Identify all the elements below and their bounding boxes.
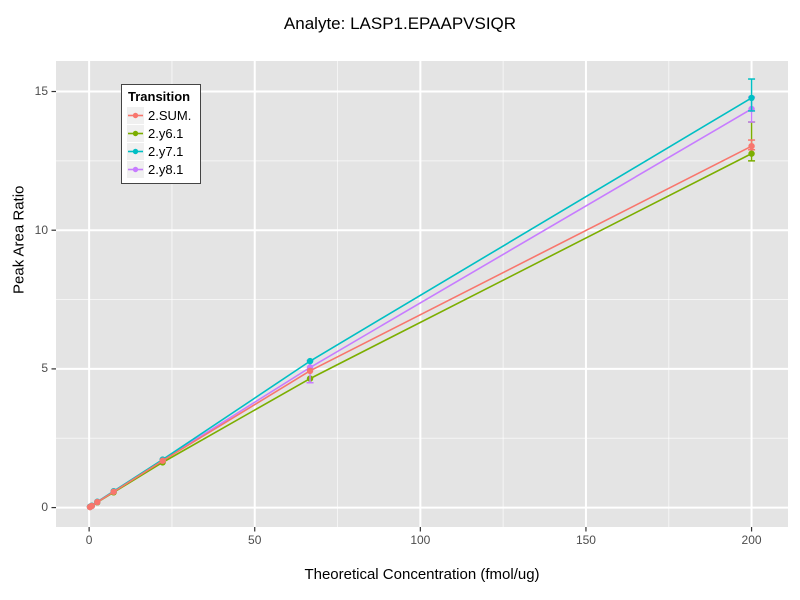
legend-item-label: 2.y7.1 — [148, 143, 184, 159]
legend-item: 2.y8.1 — [127, 160, 191, 178]
data-point — [748, 94, 755, 102]
legend-item-label: 2.SUM. — [148, 107, 192, 123]
legend-title: Transition — [128, 89, 191, 104]
data-point — [748, 150, 755, 157]
legend-key-icon — [127, 106, 144, 124]
x-tick-label: 150 — [575, 533, 596, 547]
legend-item: 2.y6.1 — [127, 124, 191, 142]
data-point — [94, 498, 101, 506]
legend-item: 2.y7.1 — [127, 142, 191, 160]
legend-key-icon — [127, 124, 144, 142]
data-point — [110, 488, 117, 495]
x-tick-label: 100 — [410, 533, 431, 547]
legend-item-label: 2.y6.1 — [148, 125, 184, 141]
data-point — [748, 142, 755, 150]
x-tick-label: 50 — [248, 533, 262, 547]
y-tick-label: 0 — [41, 500, 48, 515]
legend-key-icon — [127, 142, 144, 160]
x-tick-label: 0 — [85, 533, 93, 547]
legend: Transition 2.SUM. 2.y6.1 2.y7.1 2.y8.1 — [121, 84, 202, 184]
y-tick-label: 15 — [34, 84, 48, 98]
legend-items: 2.SUM. 2.y6.1 2.y7.1 2.y8.1 — [127, 106, 191, 178]
legend-item: 2.SUM. — [127, 106, 191, 124]
x-tick-label: 200 — [741, 533, 762, 547]
chart-title: Analyte: LASP1.EPAAPVSIQR — [283, 14, 517, 33]
x-axis-title: Theoretical Concentration (fmol/ug) — [304, 566, 540, 583]
data-point — [306, 367, 314, 375]
data-point — [306, 357, 314, 365]
data-point — [159, 457, 166, 464]
y-tick-label: 5 — [41, 361, 48, 376]
legend-item-label: 2.y8.1 — [148, 161, 184, 177]
data-point — [88, 502, 96, 510]
legend-key-icon — [127, 160, 144, 178]
y-tick-label: 10 — [34, 222, 48, 237]
